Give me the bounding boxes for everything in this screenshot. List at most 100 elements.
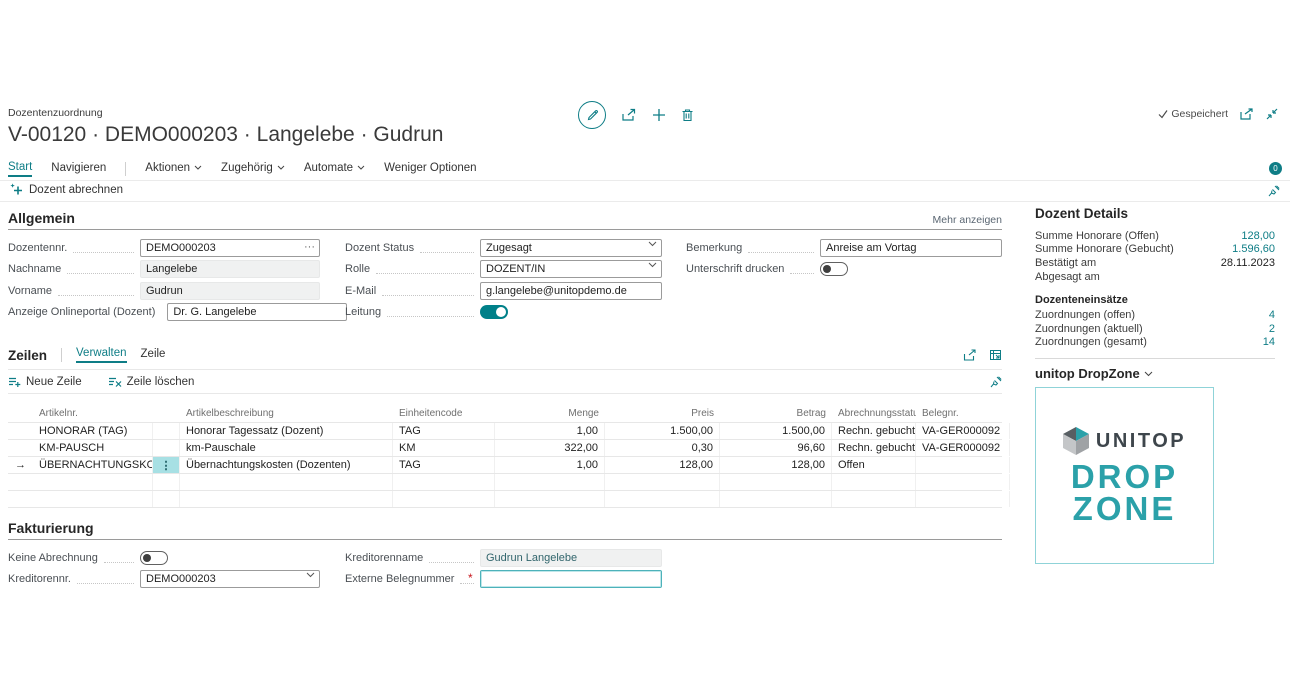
save-status-area: Gespeichert [1158, 108, 1278, 120]
zeile-loeschen-button[interactable]: Zeile löschen [108, 376, 194, 388]
logo-drop-text: DROP [1070, 458, 1179, 496]
divider [1035, 358, 1275, 360]
chevron-down-icon [357, 165, 365, 170]
kreditorenname-field: Gudrun Langelebe [480, 548, 662, 567]
tab-aktionen[interactable]: Aktionen [145, 162, 202, 176]
ribbon-tabs: Start Navigieren Aktionen Zugehörig Auto… [8, 158, 1282, 179]
col-abrechnungsstatus[interactable]: Abrechnungsstatus [838, 408, 916, 419]
externe-belegnummer-input[interactable] [480, 570, 662, 589]
divider [0, 180, 1290, 181]
col-artikelbeschreibung[interactable]: Artikelbeschreibung [186, 408, 274, 419]
allgemein-col2: Dozent Status Zugesagt Rolle DOZENT/IN E… [345, 237, 662, 323]
breadcrumb[interactable]: Dozentenzuordnung [8, 107, 103, 119]
assist-edit-icon[interactable]: ··· [304, 240, 315, 253]
leitung-toggle[interactable] [480, 305, 508, 320]
summe-honorare-gebucht-value[interactable]: 1.596,60 [1232, 243, 1275, 256]
allgemein-heading: Allgemein [8, 210, 75, 226]
section-allgemein: Allgemein Mehr anzeigen Dozentennr. DEMO… [8, 210, 1002, 337]
unterschrift-drucken-toggle[interactable] [820, 262, 848, 277]
col-belegnr[interactable]: Belegnr. [922, 408, 959, 419]
detail-row: Abgesagt am [1035, 270, 1100, 283]
detail-row: Summe Honorare (Offen) 128,00 [1035, 229, 1275, 242]
field-kreditorenname: Kreditorenname Gudrun Langelebe [345, 547, 662, 569]
sparkle-plus-icon [10, 183, 22, 195]
zuordnungen-aktuell-value[interactable]: 2 [1268, 322, 1275, 335]
table-row[interactable]: HONORAR (TAG) Honorar Tagessatz (Dozent)… [8, 422, 1010, 439]
bemerkung-input[interactable]: Anreise am Vortag [820, 238, 1002, 257]
dropzone-drop-area[interactable]: UNITOP DROP ZONE [1035, 387, 1214, 565]
field-unterschrift-drucken: Unterschrift drucken [686, 259, 1002, 281]
fakturierung-col1: Keine Abrechnung Kreditorennr. DEMO00020… [8, 547, 320, 590]
row-options-icon[interactable]: ⋮ [153, 457, 180, 473]
saved-check-icon [1158, 110, 1168, 119]
tab-divider [125, 161, 127, 176]
mehr-anzeigen-link[interactable]: Mehr anzeigen [932, 214, 1002, 226]
new-line-icon [9, 377, 21, 387]
pin-action-bar-icon[interactable] [990, 375, 1002, 388]
col-betrag[interactable]: Betrag [796, 408, 826, 419]
neue-zeile-button[interactable]: Neue Zeile [8, 376, 82, 388]
table-row-selected[interactable]: → ÜBERNACHTUNGSKOSTEN ⋮ Übernachtungskos… [8, 456, 1010, 473]
chevron-down-icon [1144, 371, 1153, 376]
nachname-field: Langelebe [140, 260, 320, 279]
pin-action-bar-icon[interactable] [1268, 185, 1280, 197]
detail-row: Summe Honorare (Gebucht) 1.596,60 [1035, 243, 1275, 256]
divider [0, 201, 1290, 202]
col-menge[interactable]: Menge [568, 408, 599, 419]
allgemein-col1: Dozentennr. DEMO000203 ··· Nachname Lange… [8, 237, 348, 324]
rolle-select[interactable]: DOZENT/IN [480, 260, 662, 279]
section-fakturierung: Fakturierung Keine Abrechnung Kreditoren… [8, 520, 1002, 597]
table-header: Artikelnr. Artikelbeschreibung Einheiten… [8, 405, 1002, 422]
detail-row: Zuordnungen (offen) 4 [1035, 309, 1275, 322]
record-toolbar [578, 101, 694, 129]
tab-navigieren[interactable]: Navigieren [51, 161, 107, 174]
dropzone-header[interactable]: unitop DropZone [1035, 366, 1275, 381]
vorname-field: Gudrun [140, 281, 320, 300]
kreditorennr-select[interactable]: DEMO000203 [140, 570, 320, 589]
detail-row: Zuordnungen (aktuell) 2 [1035, 322, 1275, 335]
open-in-window-icon[interactable] [1240, 108, 1254, 120]
zuordnungen-offen-value[interactable]: 4 [1268, 309, 1275, 322]
field-kreditorennr: Kreditorennr. DEMO000203 [8, 569, 320, 591]
email-input[interactable]: g.langelebe@unitopdemo.de [480, 281, 662, 300]
keine-abrechnung-toggle[interactable] [140, 550, 168, 565]
col-einheitencode[interactable]: Einheitencode [399, 408, 463, 419]
tab-zeile[interactable]: Zeile [140, 348, 166, 360]
logo-unitop-text: UNITOP [1095, 429, 1187, 452]
zeilen-heading: Zeilen [8, 347, 48, 363]
share-icon[interactable] [963, 349, 977, 361]
summe-honorare-offen-value[interactable]: 128,00 [1241, 229, 1275, 242]
tab-automate[interactable]: Automate [304, 162, 365, 176]
chevron-down-icon [194, 165, 202, 170]
dozent-status-select[interactable]: Zugesagt [480, 238, 662, 257]
dozentennr-input[interactable]: DEMO000203 ··· [140, 238, 320, 257]
dozenteneinsaetze-heading: Dozenteneinsätze [1035, 294, 1128, 307]
open-in-excel-icon[interactable] [989, 349, 1002, 361]
fakturierung-col2: Kreditorenname Gudrun Langelebe Externe … [345, 547, 662, 590]
unitop-cube-icon [1062, 427, 1089, 456]
table-row-empty[interactable] [8, 473, 1010, 490]
table-row[interactable]: KM-PAUSCH km-Pauschale KM 322,00 0,30 96… [8, 439, 1010, 456]
field-externe-belegnummer: Externe Belegnummer * [345, 569, 662, 591]
collapse-icon[interactable] [1266, 108, 1278, 120]
add-new-icon[interactable] [652, 108, 666, 122]
col-preis[interactable]: Preis [691, 408, 714, 419]
table-row-empty[interactable] [8, 490, 1010, 508]
field-dozent-status: Dozent Status Zugesagt [345, 237, 662, 259]
tab-verwalten[interactable]: Verwalten [76, 347, 127, 363]
zuordnungen-gesamt-value[interactable]: 14 [1262, 336, 1275, 349]
col-artikelnr[interactable]: Artikelnr. [39, 408, 78, 419]
detail-row: Zuordnungen (gesamt) 14 [1035, 336, 1275, 349]
field-anzeige-onlineportal: Anzeige Onlineportal (Dozent) Dr. G. Lan… [8, 302, 348, 324]
delete-trash-icon[interactable] [681, 108, 694, 122]
share-icon[interactable] [621, 108, 637, 122]
edit-pencil-icon[interactable] [578, 101, 606, 129]
dozent-abrechnen-button[interactable]: Dozent abrechnen [10, 183, 123, 196]
tab-start[interactable]: Start [8, 161, 33, 177]
anzeige-onlineportal-input[interactable]: Dr. G. Langelebe [167, 303, 348, 322]
field-bemerkung: Bemerkung Anreise am Vortag [686, 237, 1002, 259]
attachments-badge[interactable]: 0 [1269, 162, 1282, 175]
tab-weniger-optionen[interactable]: Weniger Optionen [384, 161, 477, 174]
tab-zugehoerig[interactable]: Zugehörig [221, 162, 285, 176]
